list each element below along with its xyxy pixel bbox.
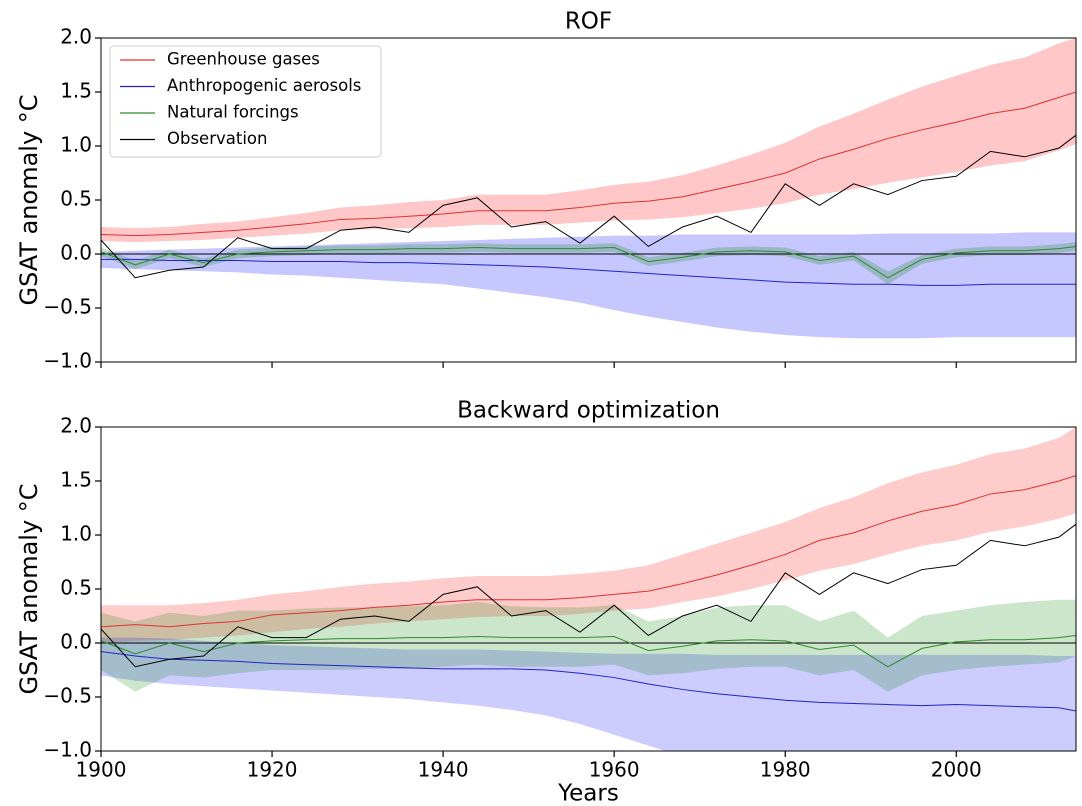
y-tick-label: 0.0 <box>60 241 92 265</box>
x-tick-label: 2000 <box>931 758 982 782</box>
legend-label: Anthropogenic aerosols <box>167 76 361 95</box>
series-line <box>101 634 1076 668</box>
series-line <box>101 134 1076 279</box>
y-tick-label: −1.0 <box>43 349 92 373</box>
x-tick-label: 1940 <box>418 758 469 782</box>
y-tick-label: −1.0 <box>43 738 92 762</box>
uncertainty-band <box>101 38 1076 243</box>
y-tick-label: 2.0 <box>60 414 92 438</box>
y-axis-label: GSAT anomaly °C <box>15 94 43 305</box>
y-tick-label: 1.5 <box>60 79 92 103</box>
series-line <box>101 91 1076 237</box>
y-tick-label: 1.5 <box>60 468 92 492</box>
legend-label: Observation <box>167 129 267 148</box>
panel-title: ROF <box>565 9 612 35</box>
series-line <box>101 258 1076 286</box>
y-tick-label: −0.5 <box>43 684 92 708</box>
x-tick-label: 1900 <box>76 758 127 782</box>
uncertainty-band <box>101 242 1076 285</box>
panel-title: Backward optimization <box>457 398 720 424</box>
y-tick-label: 0.0 <box>60 630 92 654</box>
uncertainty-band <box>101 427 1076 643</box>
legend-label: Greenhouse gases <box>167 50 320 69</box>
y-tick-label: 2.0 <box>60 25 92 49</box>
y-tick-label: 1.0 <box>60 522 92 546</box>
y-axis-label: GSAT anomaly °C <box>15 483 43 694</box>
x-tick-label: 1920 <box>247 758 298 782</box>
x-tick-label: 1960 <box>589 758 640 782</box>
y-tick-label: 0.5 <box>60 576 92 600</box>
series-line <box>101 475 1076 628</box>
x-axis-label: Years <box>557 781 619 806</box>
y-tick-label: 1.0 <box>60 133 92 157</box>
uncertainty-band <box>101 599 1076 692</box>
x-tick-label: 1980 <box>760 758 811 782</box>
legend-label: Natural forcings <box>167 103 299 122</box>
plot <box>101 427 1076 751</box>
y-tick-label: 0.5 <box>60 187 92 211</box>
y-tick-label: −0.5 <box>43 295 92 319</box>
legend-box <box>109 45 382 158</box>
series-line <box>101 651 1076 712</box>
series-line <box>101 523 1076 668</box>
plot <box>101 38 1076 339</box>
series-line <box>101 245 1076 279</box>
